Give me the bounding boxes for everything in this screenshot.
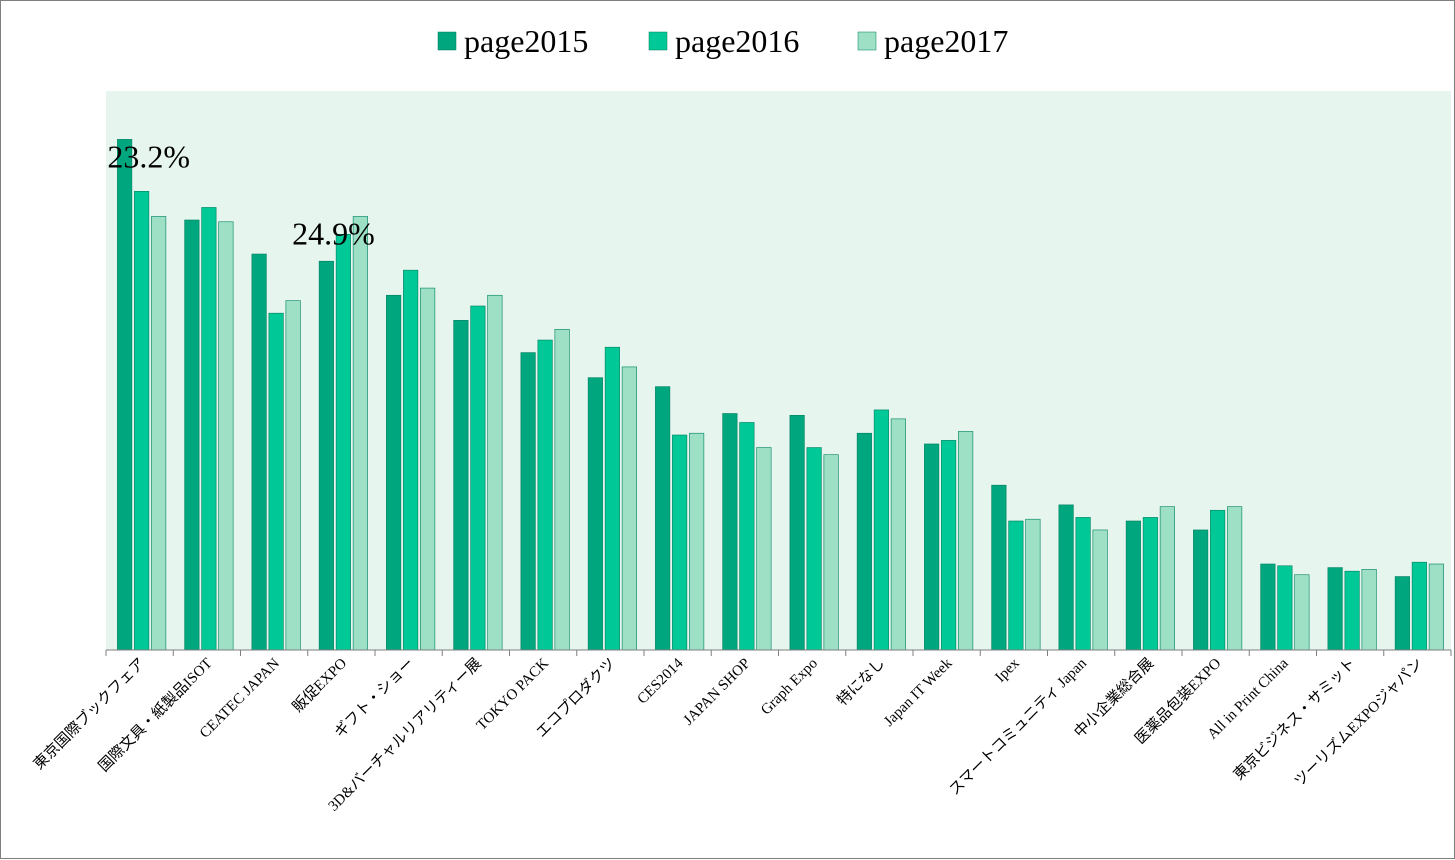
bar-page2017-17	[1294, 574, 1310, 651]
legend-label-page2016: page2016	[675, 23, 799, 59]
category-label-10: Graph Expo	[758, 656, 821, 719]
bar-page2015-2	[251, 253, 267, 651]
bar-page2015-12	[924, 443, 940, 651]
bar-page2017-15	[1159, 506, 1175, 651]
bar-page2017-2	[285, 300, 301, 651]
bar-page2017-18	[1361, 569, 1377, 651]
bar-page2015-5	[453, 320, 469, 651]
bar-page2016-11	[873, 409, 889, 651]
data-label-1: 24.9%	[292, 215, 375, 251]
bar-page2017-5	[487, 294, 503, 651]
bar-page2015-4	[386, 294, 402, 651]
bar-page2017-7	[621, 366, 637, 651]
category-label-12: Japan IT Week	[881, 655, 956, 730]
bar-page2017-14	[1092, 529, 1108, 651]
plot-area	[106, 91, 1451, 650]
bar-page2015-18	[1327, 567, 1343, 651]
bar-page2015-10	[789, 414, 805, 651]
data-labels: 23.2% 24.9%	[107, 138, 374, 251]
bar-page2015-13	[991, 484, 1007, 651]
bar-page2015-16	[1193, 529, 1209, 651]
category-label-13: Ipex	[993, 655, 1024, 686]
category-label-3: 販促EXPO	[289, 655, 350, 716]
bar-page2015-9	[722, 413, 738, 651]
bar-page2017-0	[151, 216, 167, 651]
bar-page2017-13	[1025, 518, 1041, 651]
category-label-11: 特になし	[834, 655, 888, 709]
legend-swatch-page2017	[857, 31, 877, 51]
bar-page2017-4	[420, 287, 436, 651]
category-label-14: スマートコミュニティ Japan	[947, 655, 1091, 799]
category-label-19: ツーリズムEXPOジャパン	[1291, 655, 1426, 790]
category-label-8: CES2014	[634, 655, 686, 707]
category-label-5: 3D&バーチャルリアリティー展	[326, 656, 485, 815]
bar-page2016-16	[1210, 509, 1226, 651]
bar-page2017-3	[352, 216, 368, 651]
bar-page2016-8	[672, 434, 688, 651]
bar-page2016-6	[537, 339, 553, 651]
bar-page2016-13	[1008, 520, 1024, 651]
bar-page2015-7	[587, 377, 603, 651]
bar-page2016-18	[1344, 570, 1360, 651]
bar-page2015-15	[1125, 520, 1141, 651]
bar-page2015-8	[655, 386, 671, 651]
bar-page2015-0	[117, 139, 133, 651]
bar-page2016-15	[1142, 517, 1158, 651]
legend: page2015 page2016 page2017	[437, 23, 1008, 59]
bar-page2016-0	[134, 191, 150, 651]
bar-page2017-11	[890, 418, 906, 651]
legend-swatch-page2016	[648, 31, 668, 51]
bar-page2016-2	[268, 312, 284, 651]
legend-label-page2017: page2017	[884, 23, 1008, 59]
category-label-0: 東京国際ブックフェア	[30, 654, 149, 773]
bar-page2017-12	[958, 431, 974, 651]
bar-page2016-3	[335, 234, 351, 651]
legend-label-page2015: page2015	[464, 23, 588, 59]
bar-page2017-6	[554, 328, 570, 651]
bar-page2016-17	[1277, 565, 1293, 651]
bar-page2015-3	[318, 260, 334, 651]
bar-page2016-7	[604, 346, 620, 651]
legend-swatch-page2015	[437, 31, 457, 51]
bar-page2017-16	[1227, 506, 1243, 651]
x-ticks	[105, 650, 1452, 656]
bar-page2015-11	[856, 432, 872, 651]
bar-page2017-10	[823, 454, 839, 651]
bar-page2016-4	[403, 269, 419, 651]
data-label-0: 23.2%	[107, 138, 190, 174]
bar-page2015-17	[1260, 563, 1276, 651]
bar-page2016-10	[806, 447, 822, 651]
category-label-18: 東京ビジネス・サミット	[1230, 655, 1359, 784]
bar-page2016-9	[739, 422, 755, 651]
bar-page2017-1	[218, 221, 234, 651]
bar-page2015-1	[184, 219, 200, 651]
category-label-1: 国際文具・紙製品ISOT	[95, 655, 215, 775]
bar-page2016-14	[1075, 517, 1091, 651]
bar-page2017-19	[1428, 563, 1444, 651]
bar-page2015-6	[520, 352, 536, 651]
bar-page2016-5	[470, 305, 486, 651]
bar-page2015-14	[1058, 504, 1074, 651]
bar-page2017-8	[689, 432, 705, 651]
bar-page2016-1	[201, 207, 217, 651]
bar-page2015-19	[1394, 576, 1410, 651]
bar-page2017-9	[756, 447, 772, 651]
category-label-9: JAPAN SHOP	[681, 656, 754, 729]
bar-page2016-19	[1411, 561, 1427, 651]
bar-page2016-12	[941, 440, 957, 651]
